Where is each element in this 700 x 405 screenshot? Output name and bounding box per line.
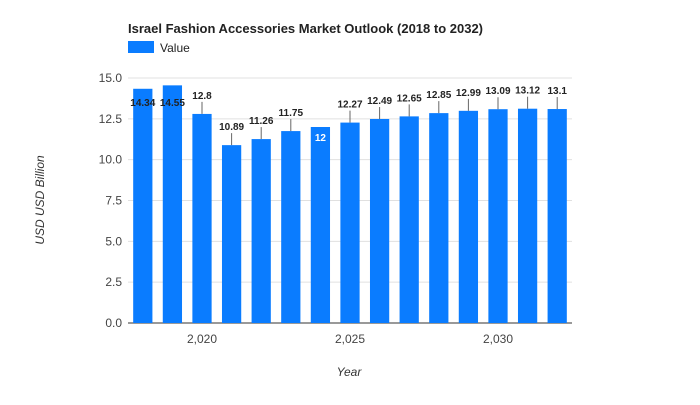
bar (429, 113, 449, 323)
data-label: 11.26 (249, 116, 274, 127)
y-tick-label: 5.0 (105, 234, 122, 248)
data-label: 12.8 (192, 91, 212, 102)
data-label: 12.27 (337, 100, 362, 111)
data-label: 12 (315, 133, 327, 144)
data-label: 13.09 (485, 86, 510, 97)
y-axis-ticks: 0.0 2.5 5.0 7.5 10.0 12.5 15.0 (99, 71, 123, 330)
x-tick-label: 2,030 (483, 332, 513, 346)
y-tick-label: 0.0 (105, 316, 122, 330)
bar (133, 88, 153, 323)
data-label: 12.85 (426, 90, 451, 101)
data-label: 14.55 (160, 98, 185, 109)
data-label: 12.65 (397, 93, 422, 104)
bar (221, 145, 242, 323)
x-tick-label: 2,025 (335, 332, 365, 346)
bar (162, 85, 183, 323)
y-tick-label: 12.5 (99, 112, 123, 126)
y-tick-label: 2.5 (105, 275, 122, 289)
legend-swatch (128, 41, 154, 53)
bar (399, 116, 419, 323)
bar (281, 131, 301, 323)
y-tick-label: 7.5 (105, 194, 122, 208)
data-label: 10.89 (219, 122, 244, 133)
y-tick-label: 15.0 (99, 71, 123, 85)
data-label: 14.34 (130, 98, 155, 109)
data-label: 13.1 (547, 86, 567, 97)
bar (547, 109, 567, 324)
y-axis-title: USD USD Billion (33, 155, 47, 245)
x-tick-label: 2,020 (187, 332, 217, 346)
data-label: 13.12 (515, 86, 540, 97)
x-axis-ticks: 2,020 2,025 2,030 (187, 332, 513, 346)
chart-title: Israel Fashion Accessories Market Outloo… (128, 21, 483, 36)
bar (251, 139, 271, 323)
data-label: 11.75 (279, 108, 304, 119)
data-label: 12.99 (456, 88, 481, 99)
legend-label: Value (160, 41, 190, 55)
x-axis-title: Year (337, 365, 363, 379)
bar (458, 110, 479, 323)
data-label: 12.49 (367, 96, 392, 107)
bars (133, 85, 567, 324)
bar (517, 108, 538, 323)
legend: Value (128, 41, 190, 55)
y-tick-label: 10.0 (99, 153, 123, 167)
bar (340, 122, 360, 323)
data-labels: 14.34 14.55 12.8 10.89 11.26 11.75 12 12.27 12.4… (130, 86, 567, 146)
bar (369, 118, 390, 323)
bar (192, 113, 212, 323)
bar (488, 109, 508, 324)
bar (310, 127, 331, 323)
